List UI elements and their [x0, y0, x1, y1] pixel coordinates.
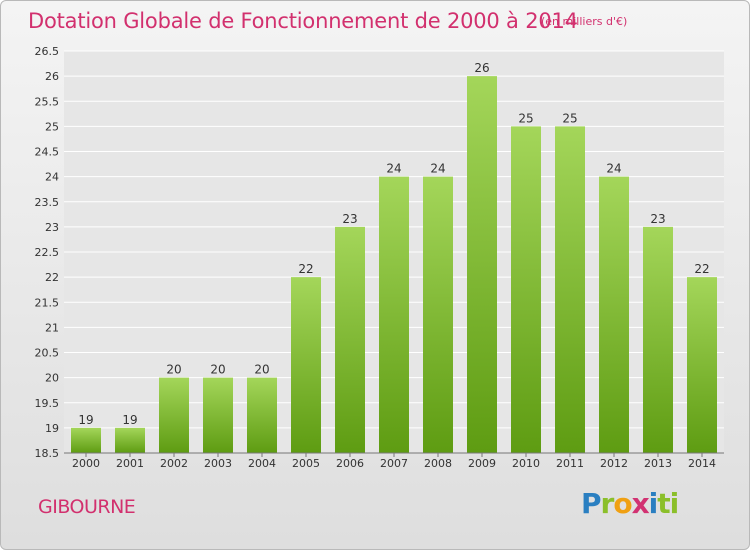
y-tick-label: 23: [45, 221, 59, 234]
x-tick-label: 2004: [248, 457, 276, 470]
y-tick-label: 22.5: [35, 246, 60, 259]
x-tick-label: 2009: [468, 457, 496, 470]
bar-value-label: 24: [430, 162, 445, 176]
bar-value-label: 24: [606, 162, 621, 176]
bar-value-label: 24: [386, 162, 401, 176]
y-tick-label: 20.5: [35, 347, 60, 360]
y-tick-label: 24.5: [35, 146, 60, 159]
y-tick-label: 18.5: [35, 447, 60, 460]
x-tick-label: 2005: [292, 457, 320, 470]
bar-2014: [687, 277, 717, 453]
bar-2012: [599, 176, 629, 453]
bar-value-label: 23: [342, 212, 357, 226]
bar-2005: [291, 277, 321, 453]
x-tick-label: 2002: [160, 457, 188, 470]
y-tick-label: 26: [45, 70, 59, 83]
y-tick-label: 21.5: [35, 296, 60, 309]
y-tick-label: 19.5: [35, 397, 60, 410]
x-tick-label: 2011: [556, 457, 584, 470]
x-tick-label: 2013: [644, 457, 672, 470]
chart-title: Dotation Globale de Fonctionnement de 20…: [28, 9, 578, 33]
y-tick-label: 22: [45, 271, 59, 284]
bar-value-label: 22: [298, 262, 313, 276]
x-tick-label: 2008: [424, 457, 452, 470]
bar-2009: [467, 76, 497, 453]
y-tick-label: 19: [45, 422, 59, 435]
proxiti-logo: Proxiti: [581, 487, 679, 520]
bar-2002: [159, 377, 189, 453]
y-tick-label: 21: [45, 321, 59, 334]
bar-2006: [335, 226, 365, 453]
y-tick-label: 23.5: [35, 196, 60, 209]
bars: 19 19 20 20 20 22 23 24 24 26 25 25 24 23 22: [71, 61, 717, 453]
bar-2013: [643, 226, 673, 453]
bar-2004: [247, 377, 277, 453]
bar-value-label: 19: [122, 413, 137, 427]
bar-2011: [555, 126, 585, 453]
y-tick-label: 26.5: [35, 45, 60, 58]
bar-value-label: 23: [650, 212, 665, 226]
bar-value-label: 20: [254, 363, 269, 377]
x-tick-label: 2014: [688, 457, 716, 470]
x-tick-label: 2007: [380, 457, 408, 470]
y-axis-tick-labels: 18.5 19 19.5 20 20.5 21 21.5 22 22.5 23 23.5 24 24.5…: [35, 45, 60, 460]
bar-value-label: 19: [78, 413, 93, 427]
x-tick-label: 2010: [512, 457, 540, 470]
bar-2000: [71, 427, 101, 453]
y-tick-label: 24: [45, 171, 59, 184]
bar-value-label: 25: [562, 111, 577, 125]
commune-name: GIBOURNE: [38, 496, 136, 518]
bar-2001: [115, 427, 145, 453]
bar-2003: [203, 377, 233, 453]
bar-value-label: 22: [694, 262, 709, 276]
x-tick-label: 2000: [72, 457, 100, 470]
bar-value-label: 26: [474, 61, 489, 75]
y-tick-label: 25: [45, 120, 59, 133]
bar-2007: [379, 176, 409, 453]
x-axis-tick-labels: 2000 2001 2002 2003 2004 2005 2006 2007 2008 2009…: [72, 453, 716, 470]
y-tick-label: 25.5: [35, 95, 60, 108]
bar-value-label: 20: [210, 363, 225, 377]
x-tick-label: 2001: [116, 457, 144, 470]
y-tick-label: 20: [45, 372, 59, 385]
bar-2010: [511, 126, 541, 453]
x-tick-label: 2006: [336, 457, 364, 470]
bar-value-label: 25: [518, 111, 533, 125]
x-tick-label: 2003: [204, 457, 232, 470]
chart-subtitle: (en milliers d'€): [541, 15, 628, 28]
bar-2008: [423, 176, 453, 453]
bar-value-label: 20: [166, 363, 181, 377]
x-tick-label: 2012: [600, 457, 628, 470]
